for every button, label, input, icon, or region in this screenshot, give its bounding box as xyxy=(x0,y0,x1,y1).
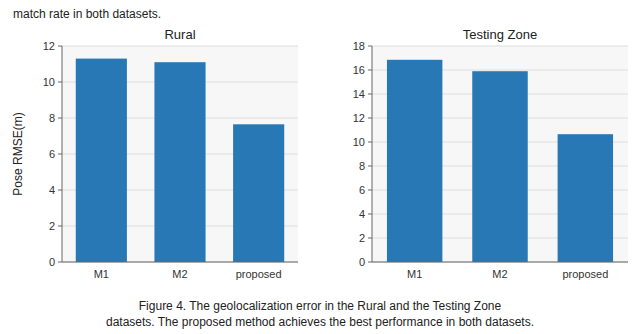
bar xyxy=(472,71,527,262)
grid-line xyxy=(62,46,298,47)
category-label: M2 xyxy=(492,268,507,280)
plot-area xyxy=(372,46,628,262)
tick-label: 12 xyxy=(43,40,55,52)
tick-mark xyxy=(58,118,62,119)
bar xyxy=(154,62,205,262)
tick-mark xyxy=(368,94,372,95)
tick-label: 16 xyxy=(353,64,365,76)
bar xyxy=(233,124,284,262)
tick-label: 12 xyxy=(353,112,365,124)
chart-title: Rural xyxy=(164,27,195,42)
tick-mark xyxy=(368,70,372,71)
tick-label: 4 xyxy=(359,208,365,220)
tick-mark xyxy=(58,226,62,227)
bar xyxy=(387,60,442,262)
tick-label: 4 xyxy=(49,184,55,196)
grid-line xyxy=(372,262,628,263)
top-text: match rate in both datasets. xyxy=(13,7,161,21)
y-axis-label: Pose RMSE(m) xyxy=(11,112,25,195)
tick-label: 18 xyxy=(353,40,365,52)
tick-label: 10 xyxy=(43,76,55,88)
tick-mark xyxy=(58,190,62,191)
tick-label: 6 xyxy=(359,184,365,196)
tick-label: 2 xyxy=(359,232,365,244)
plot-area xyxy=(62,46,298,262)
chart-panel: 0 2 4 6 8 10 12 M1 M2 proposed Rural Pose RMSE(m) xyxy=(11,27,298,280)
tick-mark xyxy=(368,238,372,239)
tick-label: 6 xyxy=(49,148,55,160)
y-axis-line xyxy=(62,46,63,262)
tick-label: 14 xyxy=(353,88,365,100)
bar xyxy=(558,134,613,262)
chart-panel: 0 2 4 6 8 10 12 14 16 18 M1 M2 proposed Testing Zone xyxy=(353,27,628,280)
grid-line xyxy=(62,262,298,263)
y-axis-line xyxy=(372,46,373,262)
caption: datasets. The proposed method achieves t… xyxy=(106,315,534,329)
category-label: proposed xyxy=(236,268,282,280)
category-label: M1 xyxy=(407,268,422,280)
x-axis-line xyxy=(62,262,298,263)
tick-mark xyxy=(58,262,62,263)
tick-mark xyxy=(368,262,372,263)
tick-label: 2 xyxy=(49,220,55,232)
x-axis-line xyxy=(372,262,628,263)
category-label: M2 xyxy=(172,268,187,280)
tick-mark xyxy=(368,190,372,191)
tick-mark xyxy=(368,118,372,119)
figure: match rate in both datasets. Figure 4. Th… xyxy=(0,0,640,334)
tick-label: 0 xyxy=(359,256,365,268)
bar xyxy=(76,59,127,262)
caption: Figure 4. The geolocalization error in t… xyxy=(139,299,502,313)
tick-mark xyxy=(368,46,372,47)
tick-label: 8 xyxy=(49,112,55,124)
tick-mark xyxy=(368,142,372,143)
tick-mark xyxy=(58,46,62,47)
grid-line xyxy=(372,46,628,47)
bars xyxy=(76,59,284,262)
chart-title: Testing Zone xyxy=(463,27,537,42)
category-label: M1 xyxy=(94,268,109,280)
tick-mark xyxy=(58,154,62,155)
bars xyxy=(387,60,613,262)
tick-mark xyxy=(368,166,372,167)
tick-label: 0 xyxy=(49,256,55,268)
tick-label: 8 xyxy=(359,160,365,172)
tick-mark xyxy=(368,214,372,215)
tick-label: 10 xyxy=(353,136,365,148)
category-label: proposed xyxy=(562,268,608,280)
tick-mark xyxy=(58,82,62,83)
